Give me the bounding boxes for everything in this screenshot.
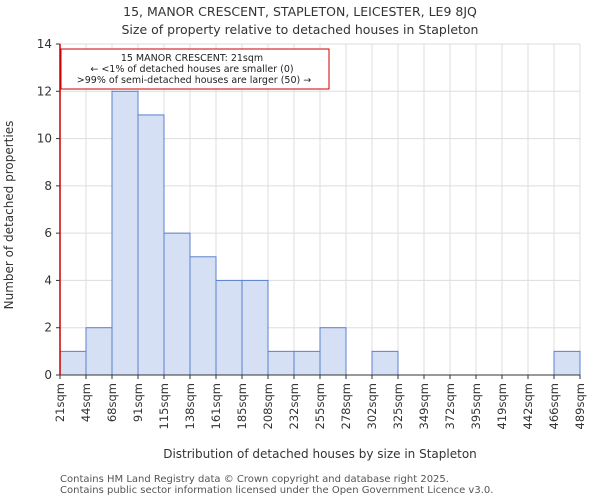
annotation-line-2: ← <1% of detached houses are smaller (0): [90, 64, 293, 75]
histogram-bar: [371, 350, 399, 376]
histogram-bar: [215, 279, 243, 376]
histogram-bar: [293, 350, 321, 376]
x-tick-label: 325sqm: [391, 383, 405, 429]
histogram-bar: [241, 279, 269, 376]
annotation-line-3: >99% of semi-detached houses are larger …: [77, 75, 311, 86]
x-axis-label: Distribution of detached houses by size …: [163, 447, 477, 461]
x-tick-label: 115sqm: [157, 383, 171, 429]
bars: [59, 90, 581, 376]
x-tick-label: 395sqm: [469, 383, 483, 429]
y-tick-label: 12: [37, 84, 52, 98]
x-tick-label: 208sqm: [261, 383, 275, 429]
histogram-bar: [59, 350, 87, 376]
x-tick-label: 232sqm: [287, 383, 301, 429]
y-tick-label: 6: [44, 226, 52, 240]
annotation-border: [60, 48, 330, 90]
histogram-bar: [111, 90, 139, 376]
y-axis-label: Number of detached properties: [2, 121, 16, 310]
y-tick-label: 8: [44, 179, 52, 193]
x-tick-label: 255sqm: [313, 383, 327, 429]
histogram-bar: [267, 350, 295, 376]
histogram-bar: [163, 232, 191, 376]
y-tick-label: 14: [37, 37, 52, 51]
y-tick-label: 4: [44, 273, 52, 287]
y-tick-label: 0: [44, 368, 52, 382]
x-tick-label: 302sqm: [365, 383, 379, 429]
x-tick-label: 68sqm: [105, 383, 119, 422]
histogram-bar: [189, 256, 217, 376]
x-tick-label: 44sqm: [79, 383, 93, 422]
x-tick-label: 161sqm: [209, 383, 223, 429]
y-tick-label: 2: [44, 321, 52, 335]
x-tick-label: 372sqm: [443, 383, 457, 429]
footer-line-2: Contains public sector information licen…: [60, 485, 494, 496]
annotation-box: 15 MANOR CRESCENT: 21sqm ← <1% of detach…: [60, 48, 330, 90]
histogram-bar: [319, 327, 347, 376]
x-tick-labels: 21sqm 44sqm 68sqm 91sqm 115sqm 138sqm 161sqm 18…: [53, 383, 587, 429]
x-tick-label: 442sqm: [521, 383, 535, 429]
chart-subtitle: Size of property relative to detached ho…: [122, 22, 479, 37]
y-tick-labels: 0 2 4 6 8 10 12 14: [37, 37, 52, 382]
x-tick-label: 349sqm: [417, 383, 431, 429]
y-tick-label: 10: [37, 132, 52, 146]
x-tick-label: 419sqm: [495, 383, 509, 429]
x-tick-label: 138sqm: [183, 383, 197, 429]
histogram-bar: [553, 350, 581, 376]
footer-line-1: Contains HM Land Registry data © Crown c…: [60, 474, 449, 485]
x-tick-label: 278sqm: [339, 383, 353, 429]
x-tick-label: 489sqm: [573, 383, 587, 429]
chart-title: 15, MANOR CRESCENT, STAPLETON, LEICESTER…: [123, 4, 477, 19]
x-tick-label: 466sqm: [547, 383, 561, 429]
x-tick-label: 185sqm: [235, 383, 249, 429]
x-tick-label: 21sqm: [53, 383, 67, 422]
annotation-line-1: 15 MANOR CRESCENT: 21sqm: [121, 53, 263, 64]
histogram-bar: [137, 114, 165, 376]
x-tick-label: 91sqm: [131, 383, 145, 422]
histogram-bar: [85, 327, 113, 376]
